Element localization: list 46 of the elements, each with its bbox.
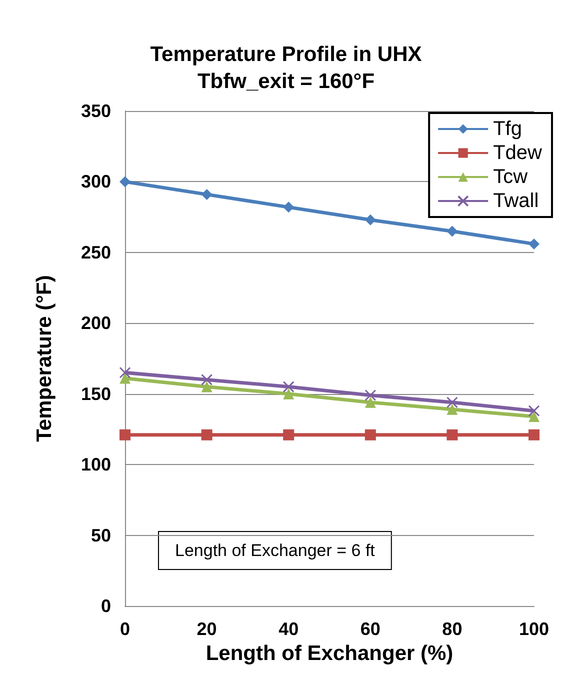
- point: [364, 390, 376, 402]
- x-tick-label: 60: [360, 619, 380, 639]
- x-tick-label: 100: [518, 619, 550, 639]
- point: [364, 214, 376, 226]
- point: [201, 429, 212, 440]
- y-tick-label: 300: [80, 172, 111, 192]
- point: [120, 372, 130, 384]
- point: [446, 226, 458, 237]
- point: [283, 202, 294, 213]
- point: [446, 396, 458, 408]
- point: [201, 188, 212, 200]
- x-tick-label: 80: [442, 619, 462, 639]
- point: [446, 404, 458, 415]
- annotation: Length of Exchanger = 6 ft: [175, 541, 376, 560]
- y-axis-title: Temperature (°F): [33, 275, 56, 442]
- x-axis-title: Length of Exchanger (%): [206, 642, 454, 665]
- x-tick-label: 0: [120, 619, 130, 639]
- y-tick-label: 150: [80, 384, 111, 404]
- point: [283, 388, 294, 400]
- legend-label: Tcw: [493, 166, 528, 188]
- point: [282, 381, 294, 393]
- point: [446, 429, 458, 440]
- x-tick-label: 40: [278, 619, 299, 639]
- point: [283, 429, 294, 440]
- point: [201, 374, 213, 386]
- legend-label: Tdew: [493, 142, 543, 164]
- y-tick-label: 200: [80, 313, 111, 334]
- chart-title: Temperature Profile in UHX Tbfw_exit = 160°F: [150, 43, 422, 93]
- y-tick-label: 0: [100, 596, 111, 616]
- point: [364, 396, 376, 408]
- y-tick-label: 250: [80, 242, 111, 262]
- point: [120, 176, 130, 188]
- legend-label: Tfg: [493, 118, 522, 140]
- y-tick-label: 100: [80, 454, 111, 475]
- point: [528, 405, 540, 417]
- point: [201, 381, 212, 392]
- x-tick-label: 20: [196, 619, 217, 639]
- point: [120, 429, 130, 440]
- point: [364, 429, 376, 440]
- legend-label: Twall: [493, 190, 539, 212]
- point: [528, 429, 540, 440]
- point: [528, 410, 540, 422]
- point: [528, 238, 540, 250]
- y-tick-label: 350: [80, 101, 111, 121]
- point: [119, 366, 131, 378]
- y-tick-label: 50: [90, 525, 111, 546]
